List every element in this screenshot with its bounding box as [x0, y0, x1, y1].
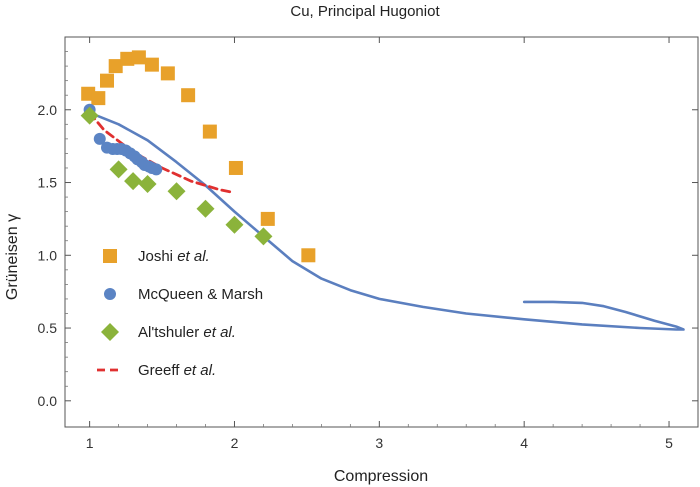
- axis-ticks: 1 2 3 4 5 0.0 0.5 1.0 1.5 2.0: [38, 37, 698, 451]
- data-point: [108, 59, 123, 74]
- legend-label-italic: et al.: [177, 248, 210, 265]
- y-tick-label: 0.0: [38, 393, 58, 409]
- series-layer: [80, 50, 685, 331]
- data-point: [228, 160, 243, 175]
- legend-label: McQueen & Marsh: [138, 286, 263, 303]
- y-tick-label: 1.5: [38, 175, 58, 191]
- legend-label-italic: et al.: [203, 324, 236, 341]
- plot-frame: [64, 36, 699, 428]
- legend-label: Al'tshuler et al.: [138, 324, 236, 341]
- y-tick-label: 1.0: [38, 247, 58, 263]
- data-point: [91, 91, 106, 106]
- data-point: [138, 174, 157, 193]
- data-point: [167, 182, 186, 201]
- chart-title: Cu, Principal Hugoniot: [290, 3, 440, 20]
- legend-label-text: Greeff: [138, 362, 184, 379]
- series-line: [88, 111, 236, 195]
- data-point: [160, 66, 175, 81]
- data-point: [93, 132, 106, 145]
- data-point: [150, 163, 163, 176]
- x-tick-label: 3: [375, 435, 383, 451]
- data-point: [260, 211, 275, 226]
- legend-label-text: Al'tshuler: [138, 324, 203, 341]
- legend-swatch: [103, 249, 117, 263]
- x-tick-label: 1: [86, 435, 94, 451]
- data-point: [254, 227, 273, 246]
- data-point: [202, 124, 217, 139]
- data-point: [109, 160, 128, 179]
- data-point: [80, 106, 99, 125]
- y-tick-label: 2.0: [38, 102, 58, 118]
- data-point: [131, 50, 146, 65]
- data-point: [144, 57, 159, 72]
- x-tick-label: 2: [231, 435, 239, 451]
- data-point: [225, 215, 244, 234]
- data-point: [120, 51, 135, 66]
- data-point: [301, 248, 316, 263]
- legend-swatch: [101, 323, 119, 341]
- legend-label: Joshi et al.: [138, 248, 210, 265]
- y-tick-label: 0.5: [38, 320, 58, 336]
- legend-label-text: Joshi: [138, 248, 177, 265]
- legend-label: Greeff et al.: [138, 362, 216, 379]
- x-axis-label: Compression: [334, 468, 428, 485]
- legend-label-text: McQueen & Marsh: [138, 286, 263, 303]
- data-point: [124, 172, 143, 191]
- legend-swatch: [104, 288, 116, 300]
- legend-label-italic: et al.: [184, 362, 217, 379]
- data-point: [181, 88, 196, 103]
- data-point: [100, 73, 115, 88]
- data-point: [196, 199, 215, 218]
- x-tick-label: 5: [665, 435, 673, 451]
- y-axis-label: Grüneisen γ: [4, 214, 21, 300]
- legend: Joshi et al. McQueen & Marsh Al'tshuler et…: [97, 248, 263, 379]
- x-tick-label: 4: [520, 435, 528, 451]
